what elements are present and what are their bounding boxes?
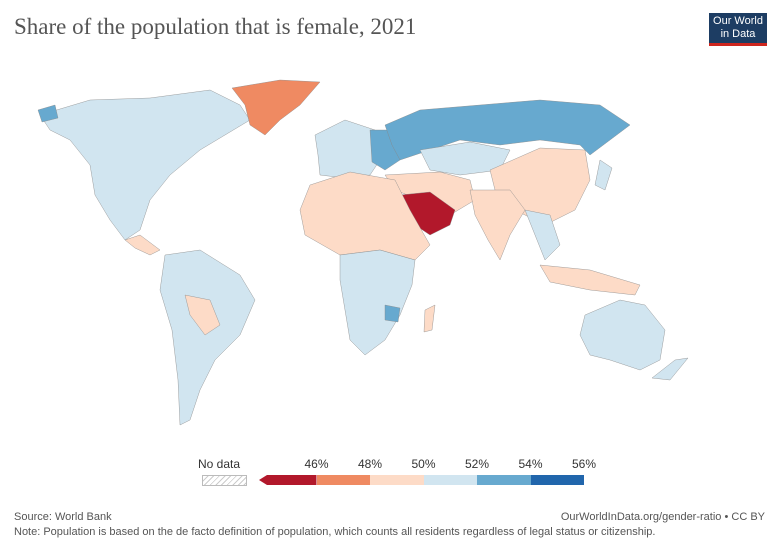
world-map[interactable] [0, 60, 780, 450]
country-sub-saharan-africa[interactable] [339, 249, 416, 356]
legend-bin-0[interactable] [259, 475, 317, 485]
country-new-zealand[interactable] [651, 357, 689, 381]
legend-tick-label: 54% [518, 457, 543, 471]
country-indonesia[interactable] [539, 264, 641, 296]
legend-tick-label: 46% [304, 457, 329, 471]
country-madagascar[interactable] [423, 304, 436, 333]
chart-title: Share of the population that is female, … [14, 14, 417, 39]
legend-bin-3[interactable] [423, 475, 477, 485]
country-europe[interactable] [314, 119, 381, 179]
no-data-swatch [202, 475, 247, 486]
logo-line2: in Data [720, 28, 756, 40]
country-zimbabwe[interactable] [384, 304, 401, 323]
legend-tick-label: 48% [357, 457, 383, 471]
owid-logo[interactable]: Our World in Data [709, 13, 767, 46]
country-india[interactable] [469, 189, 526, 261]
country-alaska[interactable] [37, 104, 59, 123]
country-central-america[interactable] [124, 234, 161, 256]
country-southeast-asia[interactable] [524, 209, 561, 261]
legend-tick-label: 56% [571, 457, 597, 471]
legend-bin-2[interactable] [370, 475, 424, 485]
logo-line1: Our World [713, 15, 763, 27]
no-data-label: No data [198, 457, 241, 471]
legend-tick-label: 50% [411, 457, 436, 471]
country-japan[interactable] [594, 159, 613, 191]
country-greenland[interactable] [231, 79, 321, 136]
legend-bin-5[interactable] [530, 475, 584, 485]
country-north-america[interactable] [39, 89, 251, 241]
note-text: Note: Population is based on the de fact… [14, 526, 656, 538]
source-url-link[interactable]: OurWorldInData.org/gender-ratio • CC BY [560, 511, 765, 523]
country-bolivia-paraguay[interactable] [184, 294, 221, 336]
country-australia[interactable] [579, 299, 666, 371]
legend-bin-1[interactable] [316, 475, 370, 485]
legend-bin-4[interactable] [477, 475, 531, 485]
color-legend: No data 46% 48% 50% 52% 54% 56% [195, 455, 615, 490]
source-text: Source: World Bank [14, 511, 112, 523]
legend-tick-label: 52% [464, 457, 490, 471]
country-south-america[interactable] [159, 249, 256, 426]
